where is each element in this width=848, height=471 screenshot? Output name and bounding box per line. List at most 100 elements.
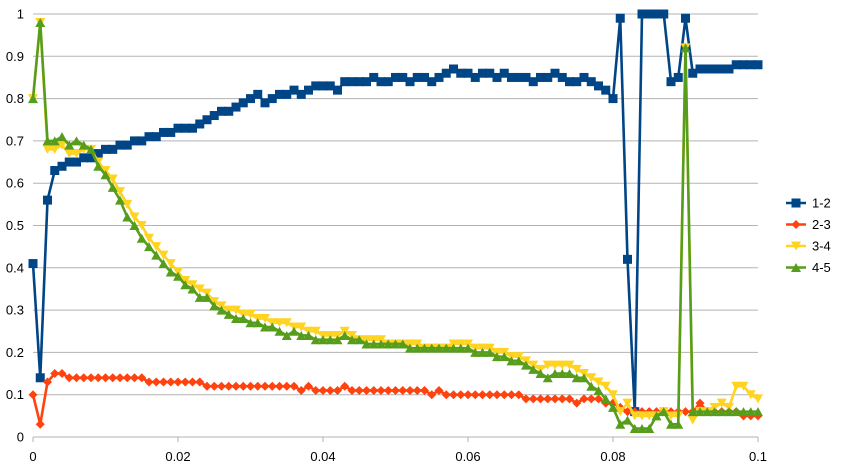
data-point-1-2 (325, 81, 335, 91)
data-point-1-2 (659, 9, 669, 19)
data-point-4-5 (151, 250, 162, 260)
data-point-1-2 (383, 77, 393, 87)
legend-item-1-2: 1-2 (786, 196, 831, 211)
data-point-1-2 (72, 157, 81, 167)
data-point-3-4 (64, 149, 75, 159)
x-tick-label: 0.1 (749, 449, 767, 464)
data-point-4-5 (303, 330, 314, 340)
data-point-1-2 (188, 123, 197, 133)
data-point-2-3 (456, 390, 466, 400)
data-point-1-2 (224, 106, 234, 116)
data-point-4-5 (173, 271, 183, 281)
data-point-1-2 (441, 68, 451, 78)
data-point-4-5 (93, 161, 104, 171)
data-point-2-3 (72, 373, 81, 383)
data-point-4-5 (281, 330, 292, 340)
data-point-4-5 (318, 335, 328, 345)
data-point-1-2 (362, 77, 371, 87)
data-point-2-3 (304, 381, 313, 391)
data-point-1-2 (35, 373, 45, 383)
data-point-1-2 (412, 72, 422, 82)
data-point-2-3 (325, 385, 335, 395)
data-point-1-2 (246, 94, 255, 104)
data-point-4-5 (216, 305, 227, 315)
data-point-2-3 (427, 390, 437, 400)
data-point-3-4 (42, 144, 53, 154)
data-point-4-5 (608, 402, 618, 412)
data-point-2-3 (586, 394, 596, 404)
data-point-3-4 (129, 212, 140, 222)
legend-marker (791, 198, 801, 208)
data-point-1-2 (296, 89, 306, 99)
data-point-2-3 (405, 385, 415, 395)
data-point-1-2 (159, 127, 168, 137)
data-point-4-5 (296, 330, 307, 340)
data-point-3-4 (571, 364, 582, 374)
data-point-4-5 (753, 407, 763, 417)
data-point-2-3 (347, 385, 357, 395)
data-point-3-4 (144, 233, 154, 243)
data-point-4-5 (434, 343, 444, 353)
data-point-1-2 (420, 72, 429, 82)
data-point-3-4 (738, 381, 749, 391)
data-point-2-3 (318, 385, 328, 395)
data-point-2-3 (202, 381, 212, 391)
data-point-4-5 (260, 322, 270, 332)
data-point-3-4 (622, 398, 633, 408)
data-point-1-2 (456, 68, 466, 78)
data-point-1-2 (43, 195, 52, 205)
data-point-4-5 (339, 330, 350, 340)
data-point-2-3 (267, 381, 277, 391)
data-point-1-2 (180, 123, 190, 133)
data-point-3-4 (593, 377, 604, 387)
data-point-1-2 (470, 72, 480, 82)
data-point-4-5 (289, 326, 299, 336)
data-point-2-3 (362, 385, 371, 395)
data-point-1-2 (702, 64, 712, 74)
data-point-4-5 (57, 132, 67, 142)
data-point-2-3 (180, 377, 190, 387)
data-point-3-4 (586, 373, 597, 383)
data-point-2-3 (246, 381, 255, 391)
y-tick-label: 0.2 (6, 345, 24, 360)
data-point-2-3 (64, 373, 74, 383)
data-point-4-5 (115, 195, 125, 205)
data-point-1-2 (717, 64, 727, 74)
y-tick-label: 0.4 (6, 260, 24, 275)
data-point-3-4 (637, 411, 647, 421)
data-point-1-2 (666, 77, 676, 87)
data-point-4-5 (419, 343, 430, 353)
data-point-1-2 (217, 106, 226, 116)
data-point-1-2 (130, 136, 139, 146)
data-point-4-5 (397, 339, 408, 349)
y-tick-label: 0 (17, 430, 24, 445)
data-point-1-2 (267, 94, 277, 104)
data-point-2-3 (681, 407, 690, 417)
data-point-3-4 (745, 390, 756, 400)
data-point-4-5 (223, 309, 234, 319)
data-point-1-2 (710, 64, 719, 74)
data-point-2-3 (79, 373, 89, 383)
data-point-2-3 (434, 385, 444, 395)
data-point-3-4 (644, 411, 655, 421)
x-tick-label: 0 (29, 449, 36, 464)
data-point-4-5 (535, 369, 546, 379)
data-point-2-3 (253, 381, 263, 391)
y-tick-label: 1 (17, 7, 24, 22)
data-point-4-5 (390, 339, 401, 349)
data-point-2-3 (333, 385, 342, 395)
data-point-1-2 (405, 77, 415, 87)
data-point-1-2 (253, 89, 263, 99)
data-point-2-3 (137, 373, 147, 383)
data-point-1-2 (79, 153, 89, 163)
data-point-1-2 (681, 13, 690, 23)
data-point-2-3 (420, 385, 429, 395)
data-point-1-2 (354, 77, 364, 87)
data-point-3-4 (165, 259, 176, 269)
data-point-1-2 (304, 85, 313, 95)
data-point-4-5 (745, 407, 756, 417)
data-point-3-4 (557, 360, 568, 370)
data-point-2-3 (151, 377, 161, 387)
data-point-4-5 (209, 301, 220, 311)
